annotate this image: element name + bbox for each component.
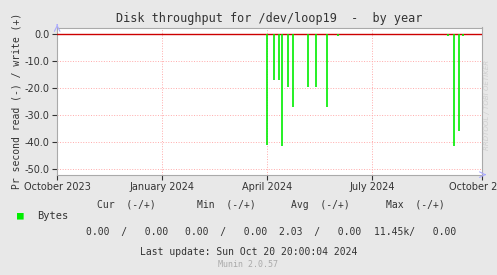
Y-axis label: Pr second read (-) / write (+): Pr second read (-) / write (+) (12, 13, 22, 189)
Title: Disk throughput for /dev/loop19  -  by year: Disk throughput for /dev/loop19 - by yea… (116, 12, 423, 25)
Text: ■: ■ (17, 211, 24, 221)
Text: 11.45k/   0.00: 11.45k/ 0.00 (374, 227, 456, 237)
Text: Bytes: Bytes (37, 211, 69, 221)
Text: Last update: Sun Oct 20 20:00:04 2024: Last update: Sun Oct 20 20:00:04 2024 (140, 247, 357, 257)
Text: 0.00  /   0.00: 0.00 / 0.00 (85, 227, 168, 237)
Text: RRDTOOL / TOBI OETIKER: RRDTOOL / TOBI OETIKER (484, 59, 490, 150)
Text: Max  (-/+): Max (-/+) (386, 200, 444, 210)
Text: Min  (-/+): Min (-/+) (197, 200, 255, 210)
Text: Cur  (-/+): Cur (-/+) (97, 200, 156, 210)
Text: Avg  (-/+): Avg (-/+) (291, 200, 350, 210)
Text: Munin 2.0.57: Munin 2.0.57 (219, 260, 278, 269)
Text: 0.00  /   0.00: 0.00 / 0.00 (185, 227, 267, 237)
Text: 2.03  /   0.00: 2.03 / 0.00 (279, 227, 362, 237)
